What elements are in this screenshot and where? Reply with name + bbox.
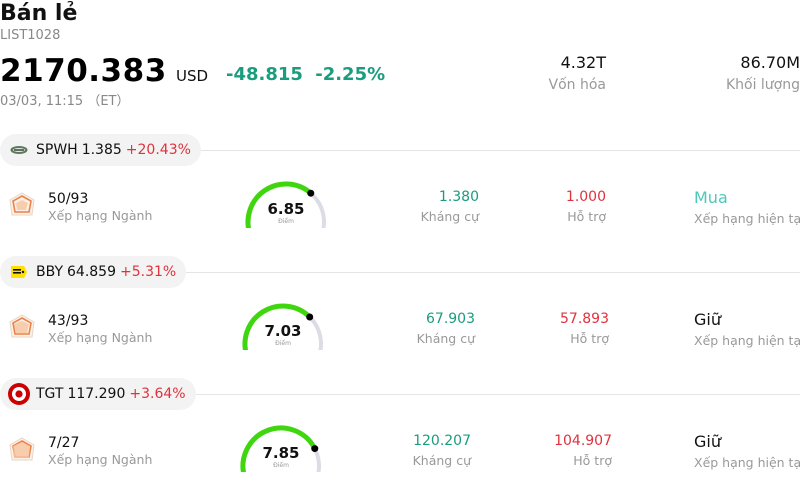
resistance-value: 120.207 [413,433,471,449]
support-value: 57.893 [560,311,609,327]
best-buy-logo-icon [8,261,30,283]
support-label: Hỗ trợ [570,331,609,346]
industry-rank-label: Xếp hạng Ngành [48,208,153,223]
stock-change: +5.31% [120,264,177,280]
score-unit: Điểm [278,218,294,225]
change-percent: -2.25% [315,64,386,85]
index-title: Bán lẻ [0,1,78,26]
industry-rank-icon [9,192,35,216]
score-value: 6.85 [267,200,305,218]
support-value: 1.000 [565,189,606,205]
current-rating: Giữ [694,310,721,329]
industry-rank: 50/93 [48,191,89,207]
stock-change: +20.43% [125,142,191,158]
spwh-logo-icon [8,139,30,161]
stock-symbol: SPWH [36,142,78,158]
resistance-value: 67.903 [426,311,475,327]
volume-label: Khối lượng [725,77,800,93]
current-rating-label: Xếp hạng hiện tại [694,211,800,226]
industry-rank: 7/27 [48,435,80,451]
resistance-value: 1.380 [438,189,479,205]
target-logo-icon [8,383,30,405]
score-unit: Điểm [275,340,291,347]
quote-time: 03/03, 11:15 （ET） [0,94,130,109]
industry-rank-label: Xếp hạng Ngành [48,452,153,467]
score-unit: Điểm [273,462,289,469]
stock-pill-bby[interactable]: BBY 64.859 +5.31% [0,256,187,288]
industry-rank-label: Xếp hạng Ngành [48,330,153,345]
current-rating-label: Xếp hạng hiện tại [694,333,800,348]
resistance-label: Kháng cự [416,331,475,346]
stock-symbol: BBY [36,264,63,280]
score-gauge [245,181,326,228]
stock-price: 64.859 [67,264,116,280]
gauge-marker [307,189,315,197]
support-label: Hỗ trợ [573,453,612,468]
divider [0,272,800,273]
gauge-fill [242,303,313,350]
resistance-label: Kháng cự [412,453,471,468]
score-gauge [240,425,321,472]
gauge-marker [311,445,319,453]
volume-value: 86.70M [740,53,800,72]
industry-rank-icon [9,314,35,338]
stock-pill-spwh[interactable]: SPWH 1.385 +20.43% [0,134,201,166]
currency-label: USD [176,67,209,85]
market-cap-value: 4.32T [560,53,606,72]
divider [0,150,800,151]
stock-price: 117.290 [67,386,126,402]
resistance-label: Kháng cự [420,209,479,224]
gauge-fill [240,425,318,472]
industry-rank: 43/93 [48,313,89,329]
stock-symbol: TGT [36,386,64,402]
stock-change: +3.64% [129,386,186,402]
gauge-marker [306,313,314,321]
price-change: -48.815 -2.25% [226,64,385,85]
current-rating-label: Xếp hạng hiện tại [694,455,800,470]
gauge-fill [245,181,314,228]
score-value: 7.85 [262,444,300,462]
score-gauge [242,303,323,350]
industry-rank-icon [9,437,35,461]
score-value: 7.03 [264,322,302,340]
market-cap-label: Vốn hóa [548,77,606,93]
support-label: Hỗ trợ [567,209,606,224]
current-rating: Giữ [694,432,721,451]
divider [0,394,800,395]
index-code: LIST1028 [0,28,61,43]
change-value: -48.815 [226,64,303,85]
current-rating: Mua [694,188,728,207]
support-value: 104.907 [554,433,612,449]
index-price: 2170.383 [0,53,167,89]
stock-pill-tgt[interactable]: TGT 117.290 +3.64% [0,378,196,410]
stock-price: 1.385 [81,142,122,158]
